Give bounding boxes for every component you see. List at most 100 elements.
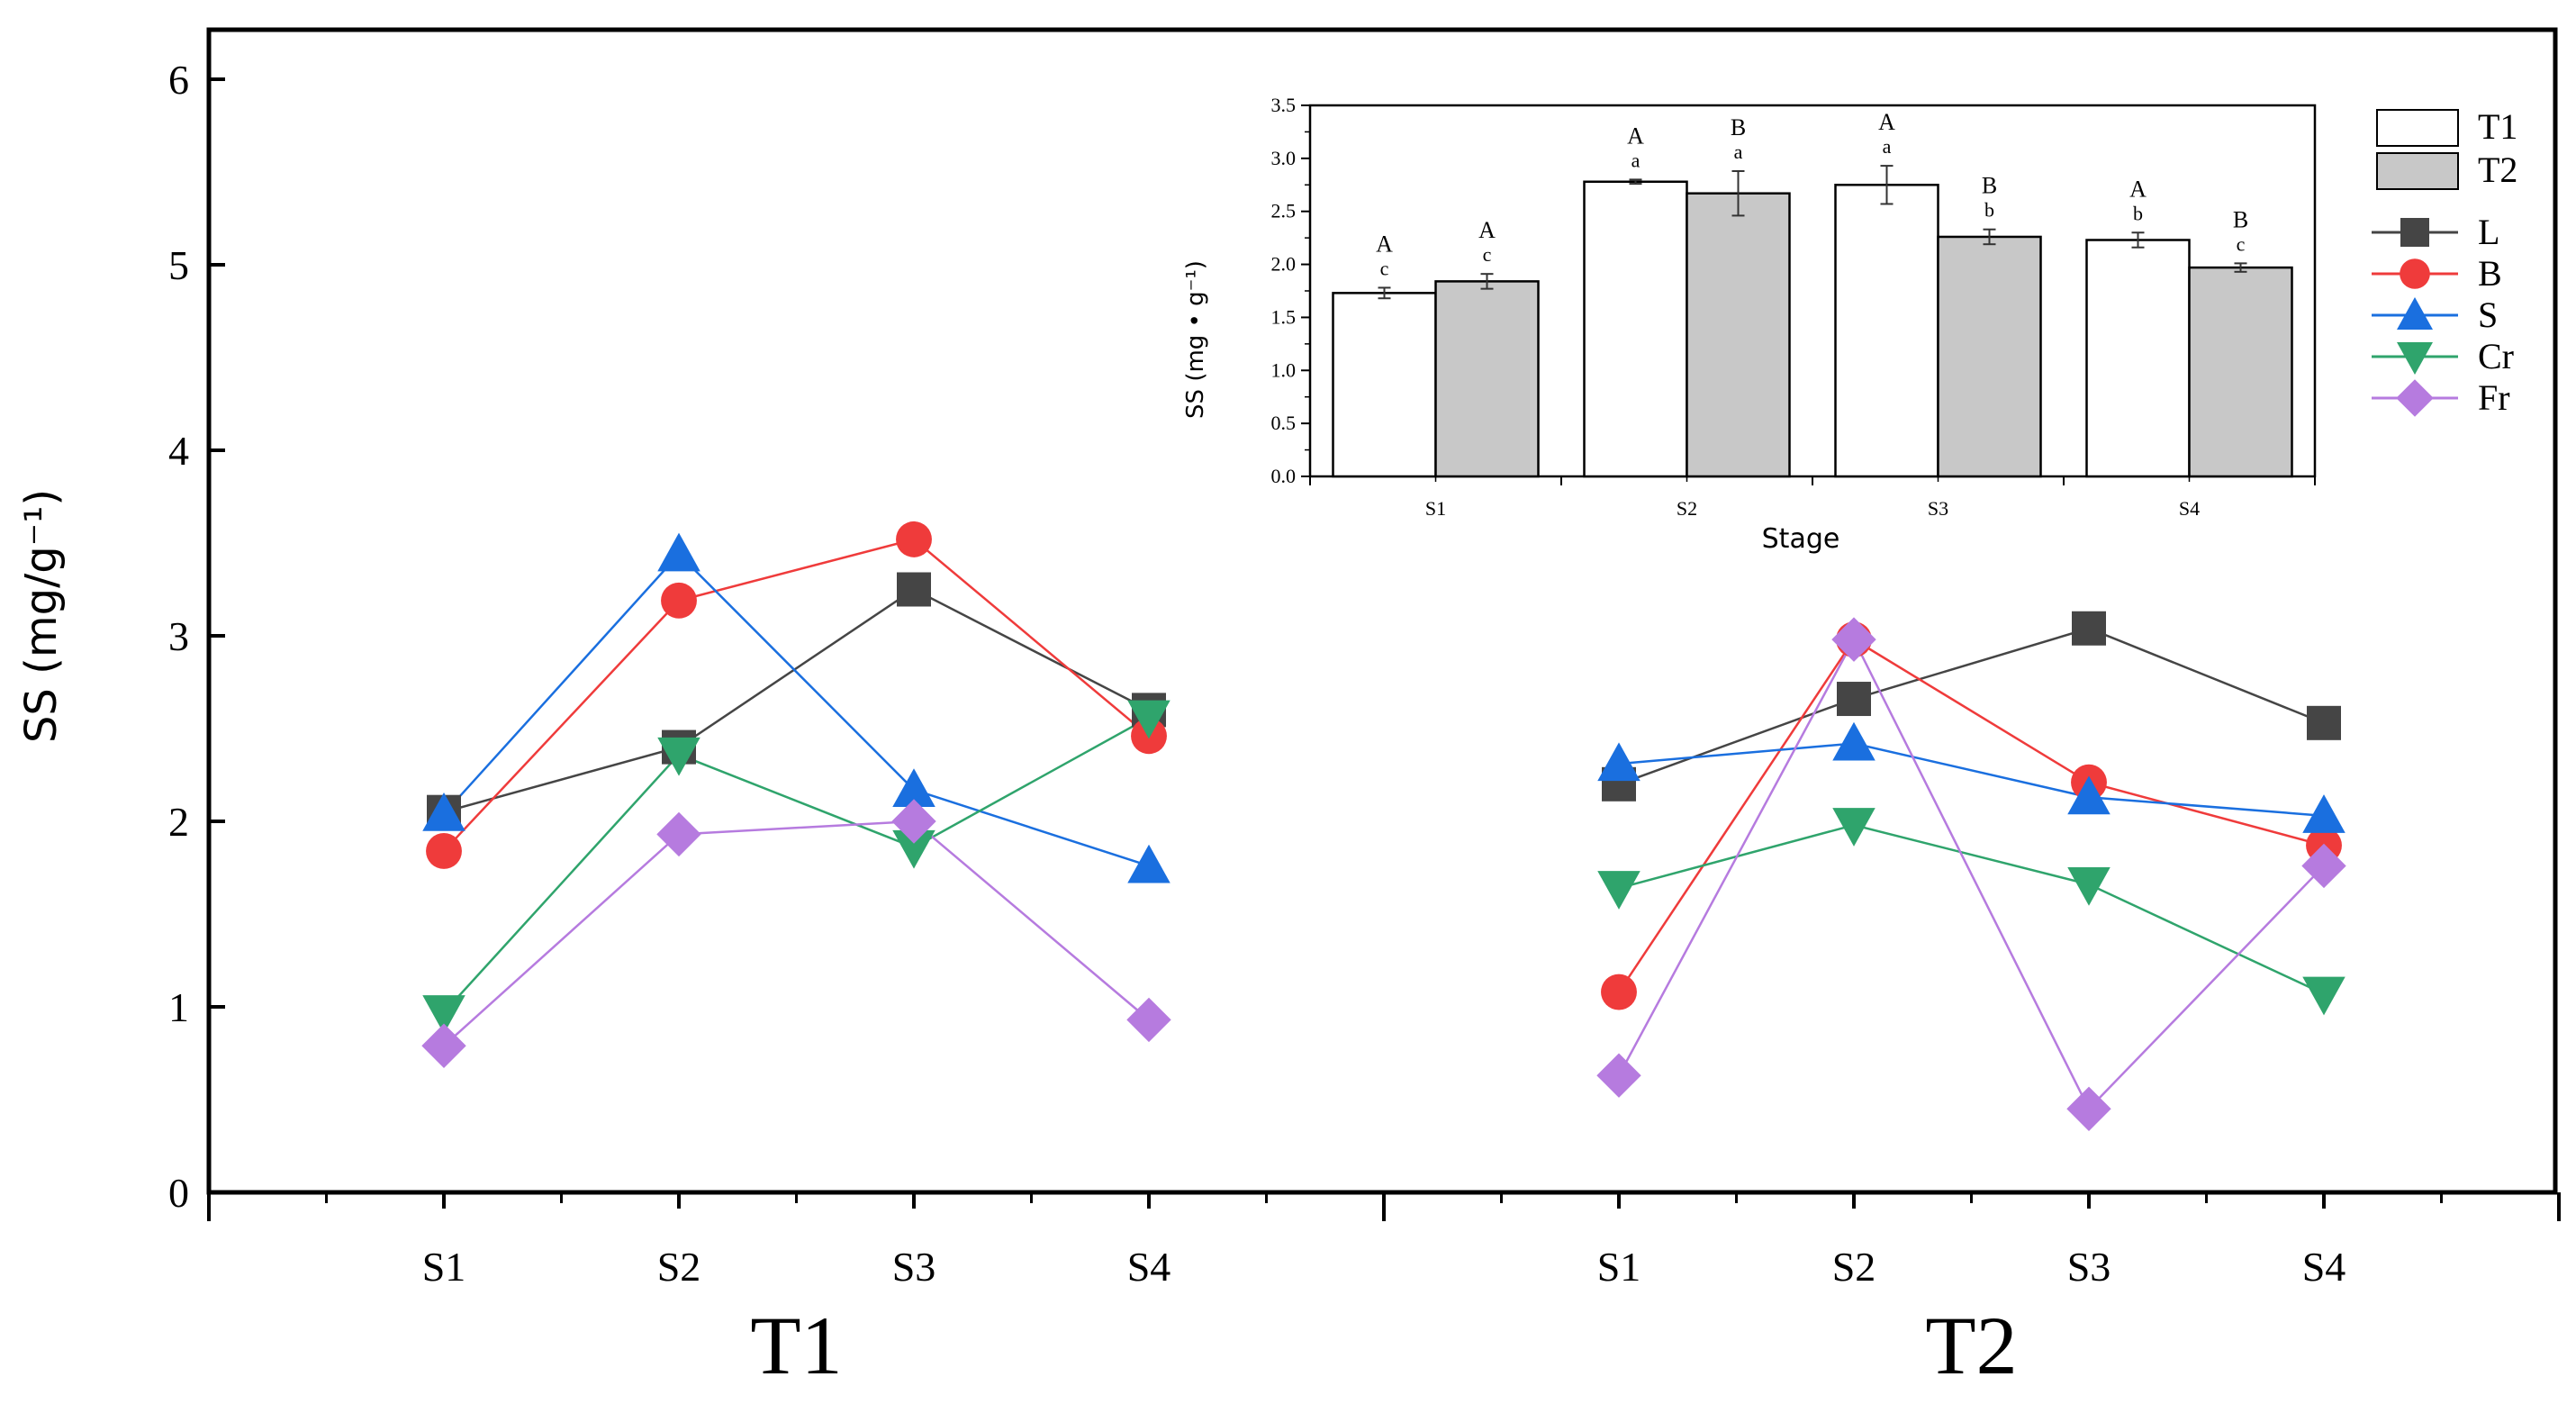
inset-significance-lower-t1: c	[1380, 257, 1389, 279]
main-x-tick-label: S4	[2302, 1244, 2346, 1290]
main-x-tick-label: S3	[892, 1244, 936, 1290]
legend-label-t1: T1	[2478, 106, 2517, 147]
main-x-tick-label: S2	[1832, 1244, 1876, 1290]
series-cr-point	[2067, 867, 2111, 906]
inset-significance-upper-t1: A	[1627, 122, 1644, 149]
series-l-t2-line	[1618, 627, 2325, 785]
inset-x-tick-label: S3	[1928, 497, 1948, 520]
inset-significance-upper-t1: A	[1376, 231, 1393, 257]
inset-x-tick-label: S2	[1677, 497, 1697, 520]
series-s-point	[1832, 721, 1876, 761]
series-b-point	[1601, 974, 1637, 1010]
inset-significance-lower-t1: b	[2133, 202, 2143, 224]
inset-bar-t1	[1583, 180, 1688, 478]
inset-y-tick-label: 3.5	[1271, 94, 1297, 116]
series-b-point	[661, 582, 697, 619]
series-fr-point	[2066, 1086, 2111, 1131]
main-x-tick-label: S3	[2067, 1244, 2111, 1290]
inset-x-axis: S1 S2 S3 S4	[1309, 476, 2316, 520]
inset-bar-t1	[1834, 184, 1939, 478]
inset-significance-lower-t1: a	[1631, 149, 1641, 171]
series-cr-point	[1832, 808, 1876, 847]
series-s-t2-line	[1618, 742, 2325, 818]
main-x-tick-label: S4	[1127, 1244, 1171, 1290]
legend-label-cr: Cr	[2478, 336, 2514, 376]
main-group-label: T1	[750, 1300, 842, 1391]
series-fr-point	[1596, 1053, 1641, 1098]
main-x-tick-label: S1	[422, 1244, 466, 1290]
series-cr-point	[1597, 871, 1641, 910]
inset-y-tick-label: 1.0	[1271, 358, 1297, 381]
main-y-tick-label: 5	[168, 242, 189, 288]
inset-bar-t1	[2085, 239, 2191, 478]
series-fr-point	[656, 811, 701, 857]
inset-bar-t2	[1434, 280, 1540, 478]
main-y-tick-label: 2	[168, 799, 189, 845]
series-fr-point	[1126, 997, 1171, 1043]
inset-significance-upper-t2: A	[1478, 217, 1496, 243]
inset-significance-lower-t2: a	[1734, 140, 1743, 163]
inset-significance-upper-t1: A	[2129, 176, 2147, 202]
legend-label-s: S	[2478, 294, 2498, 335]
inset-significance-upper-t2: B	[1982, 173, 1997, 199]
series-cr-point	[657, 737, 700, 776]
inset-significance-lower-t2: b	[1984, 199, 1994, 222]
main-y-axis: 0 1 2 3 4 5 6	[168, 57, 225, 1216]
inset-significance-lower-t1: a	[1883, 135, 1892, 158]
series-b-t2-line	[1617, 638, 2325, 993]
series-cr-point	[422, 995, 465, 1034]
main-x-tick-label: S2	[657, 1244, 701, 1290]
legend-label-l: L	[2478, 212, 2499, 252]
series-l-point	[2307, 705, 2341, 740]
series-cr-t1-line	[443, 716, 1150, 1014]
main-y-tick-label: 1	[168, 984, 189, 1030]
inset-y-tick-label: 2.5	[1271, 200, 1297, 222]
series-s-point	[422, 793, 465, 831]
inset-bar-t2	[2188, 266, 2293, 478]
series-l-t1-line	[443, 588, 1150, 813]
series-l-point	[897, 572, 931, 607]
inset-x-tick-label: S1	[1425, 497, 1446, 520]
inset-significance-upper-t1: A	[1878, 109, 1895, 135]
series-cr-point	[892, 829, 935, 869]
inset-y-tick-label: 1.5	[1271, 305, 1297, 328]
series-fr-t2-line	[1617, 637, 2325, 1111]
legend-label-t2: T2	[2478, 149, 2517, 190]
legend-marker-cr	[2397, 342, 2433, 375]
inset-bar-t2	[1937, 235, 2042, 478]
series-fr-point	[421, 1023, 466, 1068]
legend-marker-l	[2400, 218, 2429, 247]
main-group-label: T2	[1925, 1300, 2017, 1391]
series-cr-point	[1127, 700, 1170, 739]
inset-significance-lower-t2: c	[1483, 243, 1492, 266]
series-fr-point	[1831, 617, 1876, 662]
legend-marker-fr	[2396, 379, 2434, 417]
inset-significance-lower-t2: c	[2237, 232, 2246, 255]
series-b-point	[896, 521, 932, 557]
inset-x-axis-label: Stage	[1762, 523, 1840, 555]
legend-label-fr: Fr	[2478, 377, 2510, 418]
legend-marker-s	[2397, 297, 2433, 330]
inset-bar-t2	[1686, 192, 1791, 478]
series-cr-point	[2302, 976, 2346, 1016]
series-s-point	[1127, 844, 1170, 883]
legend-swatch-t2	[2376, 152, 2459, 190]
series-l-point	[2072, 611, 2106, 646]
legend-marker-b	[2400, 258, 2430, 289]
legend-swatch-t1	[2376, 109, 2459, 147]
main-y-tick-label: 0	[168, 1170, 189, 1216]
main-x-axis: S1 S2 S3 S4 T1 S1 S2 S3 S4 T2	[207, 1192, 2561, 1391]
series-s-point	[657, 532, 700, 572]
legend-label-b: B	[2478, 253, 2502, 294]
inset-x-tick-label: S4	[2179, 497, 2200, 520]
inset-y-tick-label: 3.0	[1271, 147, 1297, 169]
series-s-point	[1597, 742, 1641, 782]
inset-y-axis-label: SS (mg • g⁻¹)	[1182, 260, 1209, 419]
main-series-layer	[421, 521, 2346, 1131]
series-s-point	[892, 768, 935, 807]
